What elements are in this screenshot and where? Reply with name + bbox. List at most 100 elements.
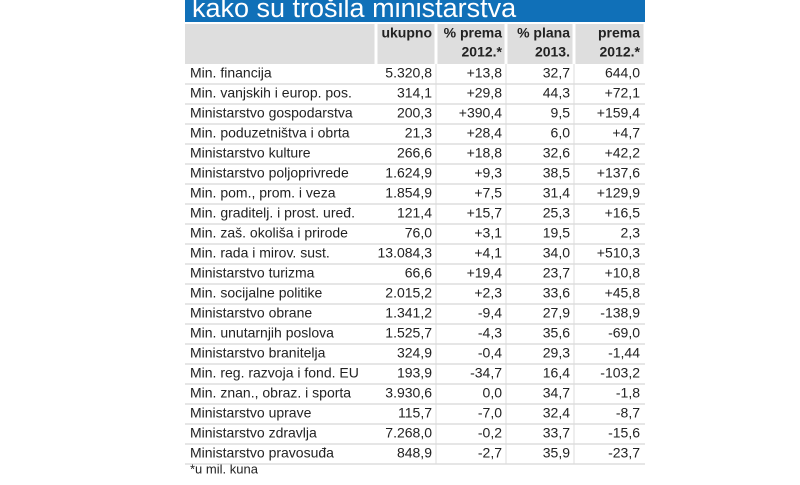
- cell: 33,6: [543, 285, 570, 301]
- cell: +29,8: [467, 85, 503, 101]
- cell: -1,44: [608, 345, 640, 361]
- cell: +16,5: [605, 205, 641, 221]
- cell: +28,4: [467, 125, 503, 141]
- cell: 34,7: [543, 385, 570, 401]
- cell: 38,5: [543, 165, 570, 181]
- cell: 35,9: [543, 445, 570, 461]
- cell: 13.084,3: [378, 245, 433, 261]
- cell: -15,6: [608, 425, 640, 441]
- cell: +3,1: [474, 225, 502, 241]
- cell: 1.341,2: [385, 305, 432, 321]
- title-bar: [185, 0, 645, 22]
- cell: 21,3: [405, 125, 432, 141]
- row-label: Min. rada i mirov. sust.: [190, 245, 330, 261]
- row-label: Min. zaš. okoliša i prirode: [190, 225, 348, 241]
- cell: 32,7: [543, 65, 570, 81]
- cell: +42,2: [605, 145, 641, 161]
- cell: 23,7: [543, 265, 570, 281]
- row-label: Min. socijalne politike: [190, 285, 322, 301]
- cell: 25,3: [543, 205, 570, 221]
- cell: 2.015,2: [385, 285, 432, 301]
- cell: 3.930,6: [385, 385, 432, 401]
- cell: 266,6: [397, 145, 432, 161]
- cell: 324,9: [397, 345, 432, 361]
- cell: 1.624,9: [385, 165, 432, 181]
- cell: 44,3: [543, 85, 570, 101]
- cell: 193,9: [397, 365, 432, 381]
- title: kako su trošila ministarstva: [192, 0, 517, 23]
- cell: 121,4: [397, 205, 432, 221]
- cell: 644,0: [605, 65, 640, 81]
- cell: +72,1: [605, 85, 641, 101]
- cell: 6,0: [551, 125, 571, 141]
- cell: +45,8: [605, 285, 641, 301]
- cell: +9,3: [474, 165, 502, 181]
- row-label: Ministarstvo uprave: [190, 405, 312, 421]
- cell: 31,4: [543, 185, 570, 201]
- cell: +159,4: [597, 105, 640, 121]
- cell: -7,0: [478, 405, 502, 421]
- cell: +510,3: [597, 245, 640, 261]
- row-label: Ministarstvo pravosuđa: [190, 445, 334, 461]
- cell: -4,3: [478, 325, 502, 341]
- row-label: Ministarstvo poljoprivrede: [190, 165, 349, 181]
- row-label: Min. graditelj. i prost. uređ.: [190, 205, 355, 221]
- cell: 1.854,9: [385, 185, 432, 201]
- row-label: Ministarstvo turizma: [190, 265, 315, 281]
- cell: 19,5: [543, 225, 570, 241]
- row-label: Ministarstvo zdravlja: [190, 425, 317, 441]
- cell: 32,6: [543, 145, 570, 161]
- row-label: Ministarstvo obrane: [190, 305, 312, 321]
- cell: +390,4: [459, 105, 502, 121]
- cell: -34,7: [470, 365, 502, 381]
- cell: -0,4: [478, 345, 502, 361]
- cell: +10,8: [605, 265, 641, 281]
- column-header: prema: [598, 25, 640, 41]
- cell: -8,7: [616, 405, 640, 421]
- row-label: Min. poduzetništva i obrta: [190, 125, 350, 141]
- cell: 9,5: [551, 105, 571, 121]
- cell: -0,2: [478, 425, 502, 441]
- cell: -23,7: [608, 445, 640, 461]
- cell: -69,0: [608, 325, 640, 341]
- cell: +13,8: [467, 65, 503, 81]
- row-label: Min. unutarnjih poslova: [190, 325, 334, 341]
- column-header: % plana: [517, 25, 570, 41]
- row-label: Min. znan., obraz. i sporta: [190, 385, 351, 401]
- cell: 1.525,7: [385, 325, 432, 341]
- cell: +2,3: [474, 285, 502, 301]
- cell: +4,1: [474, 245, 502, 261]
- cell: -2,7: [478, 445, 502, 461]
- cell: 848,9: [397, 445, 432, 461]
- cell: 35,6: [543, 325, 570, 341]
- cell: 2,3: [621, 225, 641, 241]
- row-label: Ministarstvo kulture: [190, 145, 311, 161]
- cell: +19,4: [467, 265, 503, 281]
- cell: -9,4: [478, 305, 502, 321]
- cell: -103,2: [600, 365, 640, 381]
- column-header: 2012.*: [600, 44, 641, 60]
- row-label: Ministarstvo gospodarstva: [190, 105, 353, 121]
- row-label: Ministarstvo branitelja: [190, 345, 326, 361]
- cell: 33,7: [543, 425, 570, 441]
- column-header: 2012.*: [462, 44, 503, 60]
- column-header: ukupno: [381, 25, 432, 41]
- cell: -1,8: [616, 385, 640, 401]
- cell: 34,0: [543, 245, 570, 261]
- cell: 76,0: [405, 225, 432, 241]
- row-label: Min. pom., prom. i veza: [190, 185, 336, 201]
- cell: 5.320,8: [385, 65, 432, 81]
- cell: +18,8: [467, 145, 503, 161]
- cell: 314,1: [397, 85, 432, 101]
- cell: 27,9: [543, 305, 570, 321]
- cell: 32,4: [543, 405, 570, 421]
- row-label: Min. financija: [190, 65, 272, 81]
- cell: +7,5: [474, 185, 502, 201]
- cell: 29,3: [543, 345, 570, 361]
- row-label: Min. vanjskih i europ. pos.: [190, 85, 352, 101]
- cell: 115,7: [398, 405, 432, 421]
- cell: +4,7: [612, 125, 640, 141]
- cell: -138,9: [600, 305, 640, 321]
